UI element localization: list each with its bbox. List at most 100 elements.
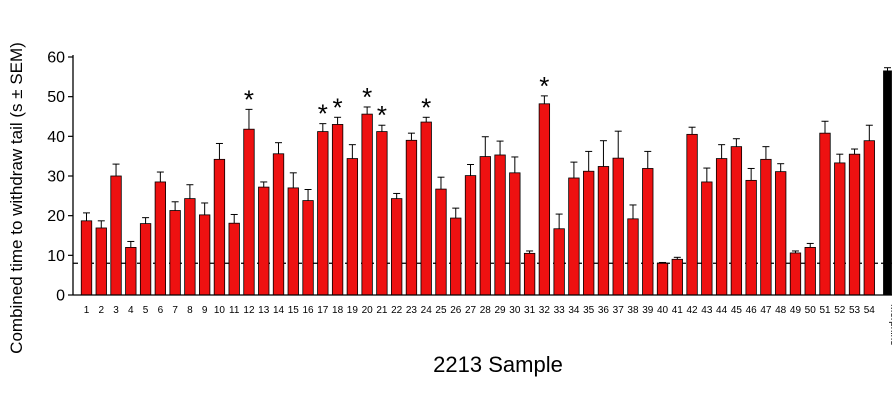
bar <box>125 246 137 296</box>
x-tick-label: 42 <box>687 305 699 316</box>
x-tick-label: 17 <box>317 305 329 316</box>
x-tick-label: 30 <box>509 305 521 316</box>
x-tick-label: 13 <box>258 305 270 316</box>
x-tick-label: 16 <box>302 305 314 316</box>
y-tick-label: 50 <box>47 89 65 106</box>
y-tick-label: 60 <box>47 50 65 67</box>
bar <box>612 157 624 296</box>
bar <box>95 227 107 296</box>
x-tick-label: 29 <box>494 305 506 316</box>
x-tick-label: 6 <box>158 305 164 316</box>
bar <box>464 175 477 296</box>
x-tick-label: 31 <box>524 305 536 316</box>
x-tick-label: 10 <box>214 305 226 316</box>
y-tick-label: 10 <box>47 248 65 265</box>
bar <box>538 103 551 296</box>
bar <box>730 146 743 296</box>
x-tick-label: 11 <box>229 305 240 316</box>
significance-star: * <box>244 84 254 114</box>
x-tick-label: 28 <box>480 305 492 316</box>
bar <box>243 128 255 296</box>
bar <box>169 210 181 296</box>
x-tick-label: 46 <box>746 305 758 316</box>
bar <box>361 113 373 296</box>
significance-star: * <box>318 99 328 129</box>
x-tick-label: 9 <box>202 305 208 316</box>
significance-star: * <box>421 92 431 122</box>
bar <box>848 153 861 296</box>
bar <box>509 172 521 296</box>
bar <box>272 153 285 296</box>
x-tick-label: 51 <box>819 305 831 316</box>
x-tick-label: 32 <box>539 305 551 316</box>
x-tick-label: 47 <box>760 305 772 316</box>
bars-group <box>80 70 892 296</box>
bar <box>627 218 639 296</box>
x-tick-label: 41 <box>672 305 684 316</box>
bar <box>317 131 329 296</box>
bar <box>450 217 462 296</box>
x-tick-label: 24 <box>421 305 433 316</box>
bar <box>583 170 595 296</box>
error-bars-group <box>83 67 891 264</box>
x-tick-label: 14 <box>273 305 285 316</box>
bar <box>139 223 152 296</box>
x-tick-label: 52 <box>834 305 846 316</box>
bar <box>834 162 846 296</box>
bar <box>789 252 802 296</box>
x-tick-label: 33 <box>554 305 566 316</box>
x-tick-label: 4 <box>128 305 134 316</box>
bar <box>671 258 683 296</box>
x-tick-label: 36 <box>598 305 610 316</box>
bar <box>287 187 299 296</box>
x-tick-label: 2 <box>98 305 104 316</box>
bar <box>553 228 565 296</box>
x-tick-label: 27 <box>465 305 477 316</box>
x-tick-label: 39 <box>642 305 654 316</box>
bar <box>199 214 211 296</box>
bar <box>760 158 772 296</box>
x-tick-label: 43 <box>701 305 713 316</box>
x-tick-label: 3 <box>113 305 119 316</box>
x-axis-title: 2213 Sample <box>433 352 563 377</box>
bar <box>745 179 757 296</box>
bar <box>391 198 403 296</box>
x-tick-label: 1 <box>84 305 90 316</box>
bar <box>597 166 610 296</box>
bar <box>346 158 359 296</box>
bar <box>228 222 240 296</box>
x-tick-label: 15 <box>288 305 300 316</box>
x-tick-label: 37 <box>613 305 625 316</box>
bar <box>883 70 892 296</box>
x-tick-label: 40 <box>657 305 669 316</box>
x-tick-label: 5 <box>143 305 149 316</box>
x-tick-label: 23 <box>406 305 418 316</box>
bar <box>376 131 388 296</box>
bar <box>184 198 196 296</box>
x-tick-label: 25 <box>435 305 447 316</box>
x-tick-label: 45 <box>731 305 743 316</box>
y-axis-title: Combined time to withdraw tail (s ± SEM) <box>7 42 26 354</box>
y-tick-label: 30 <box>47 169 65 186</box>
bar <box>819 132 831 296</box>
bar <box>213 158 226 296</box>
x-tick-label: 19 <box>347 305 359 316</box>
significance-star: * <box>333 92 343 122</box>
x-tick-label: 34 <box>568 305 580 316</box>
x-tick-label: 38 <box>627 305 639 316</box>
bar <box>686 133 698 296</box>
bar <box>258 186 270 296</box>
x-tick-label: 53 <box>849 305 861 316</box>
x-tick-label: 12 <box>243 305 255 316</box>
x-tick-label: 18 <box>332 305 344 316</box>
bar <box>804 246 816 296</box>
significance-markers: * * * ** ** <box>244 71 550 130</box>
bar <box>435 188 447 296</box>
x-tick-label: 8 <box>187 305 193 316</box>
bar <box>715 158 728 296</box>
bar <box>523 252 536 296</box>
significance-star: * <box>377 100 387 130</box>
bar <box>405 139 418 296</box>
